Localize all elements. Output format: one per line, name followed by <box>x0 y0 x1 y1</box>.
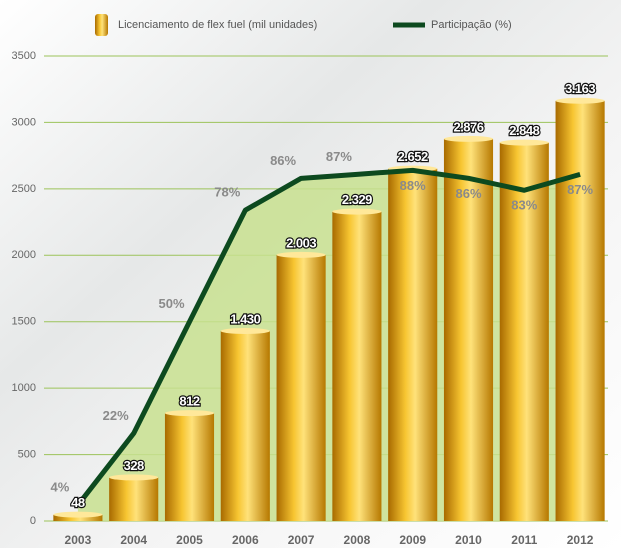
bar-cap <box>109 474 158 480</box>
participation-label: 50% <box>158 296 184 311</box>
bar-value-label: 3.163 <box>565 81 595 96</box>
bar <box>332 212 381 521</box>
bar-value-label: 2.329 <box>342 192 372 207</box>
x-tick-label: 2006 <box>232 533 259 547</box>
participation-label: 4% <box>51 479 70 494</box>
x-tick-label: 2003 <box>65 533 92 547</box>
y-tick-label: 3000 <box>12 116 36 128</box>
bar-cap <box>556 98 605 104</box>
y-tick-label: 1000 <box>12 382 36 394</box>
bar-value-label: 48 <box>71 495 85 510</box>
bar-cap <box>444 136 493 142</box>
bar <box>109 477 158 521</box>
bar-cap <box>500 140 549 146</box>
y-tick-label: 2000 <box>12 249 36 261</box>
bar-value-label: 2.003 <box>286 235 316 250</box>
bar-value-label: 812 <box>179 394 199 409</box>
x-tick-label: 2005 <box>176 533 203 547</box>
x-tick-label: 2010 <box>455 533 482 547</box>
participation-label: 83% <box>511 198 537 213</box>
legend-label: Participação (%) <box>431 19 512 31</box>
bar-cap <box>332 209 381 215</box>
x-tick-label: 2007 <box>288 533 315 547</box>
bar <box>165 413 214 521</box>
bar-value-label: 1.430 <box>230 311 260 326</box>
y-tick-label: 1500 <box>12 316 36 328</box>
y-tick-label: 3500 <box>12 50 36 62</box>
legend-swatch-bar <box>95 14 108 36</box>
participation-label: 87% <box>567 182 593 197</box>
bar-cap <box>165 410 214 416</box>
participation-label: 86% <box>270 153 296 168</box>
bar-value-label: 2.848 <box>509 123 539 138</box>
x-tick-label: 2008 <box>344 533 371 547</box>
x-tick-label: 2009 <box>399 533 426 547</box>
y-tick-label: 0 <box>30 515 36 527</box>
x-tick-label: 2012 <box>567 533 594 547</box>
x-tick-label: 2004 <box>120 533 147 547</box>
bar-value-label: 2.652 <box>398 149 428 164</box>
participation-label: 78% <box>214 185 240 200</box>
bar-value-label: 328 <box>124 458 144 473</box>
bar <box>277 255 326 521</box>
y-tick-label: 500 <box>18 448 36 460</box>
participation-label: 86% <box>455 186 481 201</box>
bar-cap <box>277 252 326 258</box>
bar-cap <box>53 512 102 518</box>
bar <box>388 169 437 521</box>
participation-label: 87% <box>326 149 352 164</box>
bar-cap <box>221 328 270 334</box>
bar-value-label: 2.876 <box>453 119 483 134</box>
bar <box>221 331 270 521</box>
legend-label: Licenciamento de flex fuel (mil unidades… <box>118 19 317 31</box>
y-tick-label: 2500 <box>12 183 36 195</box>
bar <box>556 101 605 521</box>
x-tick-label: 2011 <box>511 533 537 547</box>
participation-label: 22% <box>103 408 129 423</box>
participation-label: 88% <box>400 178 426 193</box>
chart: Licenciamento de flex fuel (mil unidades… <box>0 0 621 548</box>
